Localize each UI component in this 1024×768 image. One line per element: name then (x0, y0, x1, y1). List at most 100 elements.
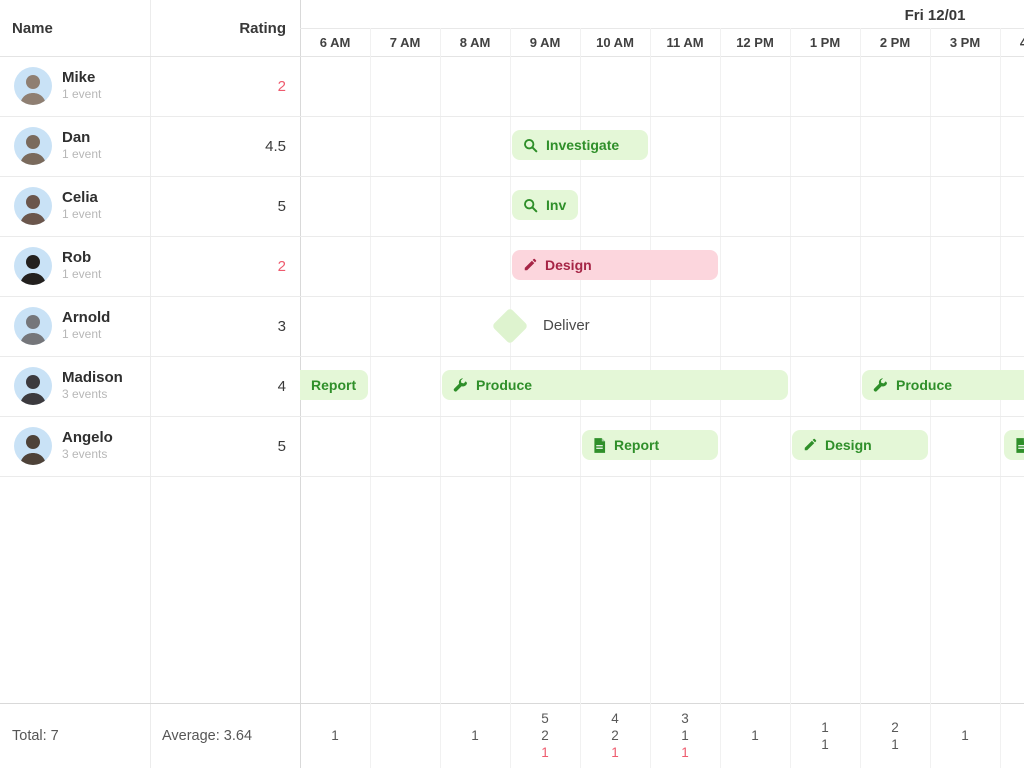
resource-cell: Mike 1 event (62, 69, 101, 102)
footer-top-border (0, 703, 1024, 704)
name-column-header: Name (12, 19, 53, 37)
row-separator (0, 476, 1024, 477)
hour-header-cell: 2 PM (879, 34, 911, 50)
rating-column-header: Rating (239, 19, 286, 37)
count-value: 2 (891, 719, 899, 735)
resource-cell: Arnold 1 event (62, 309, 110, 342)
event-bar[interactable]: Report (300, 370, 368, 400)
count-value: 1 (891, 736, 899, 752)
count-value: 1 (751, 728, 759, 743)
event-label: Inv (546, 197, 567, 213)
resource-rating: 2 (277, 258, 286, 275)
count-value: 4 (611, 711, 619, 726)
event-label: Produce (896, 377, 953, 393)
resource-event-count: 1 event (62, 87, 102, 101)
count-value: 1 (821, 736, 829, 752)
count-value: 1 (611, 745, 619, 760)
milestone-diamond[interactable] (491, 307, 529, 345)
name-rating-divider (150, 0, 151, 768)
hour-header-cell: 1 PM (809, 34, 841, 50)
count-value: 5 (541, 711, 549, 726)
footer-count-cell: 1 (720, 703, 790, 768)
row-separator (0, 176, 1024, 177)
count-value: 1 (471, 728, 479, 743)
hour-header-cell: 12 PM (736, 34, 774, 50)
event-bar[interactable]: Design (792, 430, 928, 460)
hour-grid-line (790, 28, 791, 768)
resource-name: Madison (62, 369, 123, 386)
pencil-icon (523, 258, 537, 272)
count-value: 2 (611, 728, 619, 743)
avatar (14, 127, 52, 165)
footer-count-cell: 1 (440, 703, 510, 768)
milestone-label: Deliver (543, 317, 590, 334)
resource-rating: 5 (277, 438, 286, 455)
hour-header-cell: 3 PM (949, 34, 981, 50)
footer-total: Total: 7 (12, 727, 59, 744)
avatar (14, 67, 52, 105)
event-label: Produce (476, 377, 533, 393)
avatar (14, 247, 52, 285)
resource-rating: 5 (277, 198, 286, 215)
footer-count-cell: 4 2 1 (580, 703, 650, 768)
resource-event-count: 1 event (62, 207, 102, 221)
footer-count-cell: 3 1 1 (650, 703, 720, 768)
row-separator (0, 296, 1024, 297)
footer-average: Average: 3.64 (162, 727, 253, 744)
search-icon (523, 138, 538, 153)
event-label: Report (614, 437, 660, 453)
file-icon (1015, 437, 1024, 453)
count-value: 1 (961, 728, 969, 743)
resource-cell: Dan 1 event (62, 129, 101, 162)
event-bar[interactable]: Inv (512, 190, 578, 220)
resource-cell: Angelo 3 events (62, 429, 113, 462)
hour-header-cell: 6 AM (319, 34, 351, 50)
event-label: Design (545, 257, 592, 273)
event-label: Design (825, 437, 872, 453)
resource-event-count: 1 event (62, 327, 102, 341)
resource-name: Celia (62, 189, 98, 206)
event-bar[interactable]: Produce (442, 370, 788, 400)
hour-header-cell: 8 AM (459, 34, 491, 50)
resource-rating: 4 (277, 378, 286, 395)
hour-header-cell: 4 PM (1019, 34, 1024, 50)
resource-name: Angelo (62, 429, 113, 446)
resource-event-count: 3 events (62, 447, 108, 461)
event-bar[interactable] (1004, 430, 1024, 460)
count-value: 1 (681, 745, 689, 760)
resource-event-count: 1 event (62, 147, 102, 161)
wrench-icon (453, 377, 468, 393)
event-label: Report (311, 377, 357, 393)
count-value: 2 (541, 728, 549, 743)
hour-header-cell: 10 AM (596, 34, 634, 50)
hour-header-cell: 9 AM (529, 34, 561, 50)
hour-header-cell: 7 AM (389, 34, 421, 50)
event-bar[interactable]: Report (582, 430, 718, 460)
row-separator (0, 116, 1024, 117)
row-separator (0, 356, 1024, 357)
resource-name: Dan (62, 129, 91, 146)
hour-grid-line (440, 28, 441, 768)
event-bar[interactable]: Design (512, 250, 718, 280)
event-bar[interactable]: Produce (862, 370, 1024, 400)
file-icon (593, 437, 606, 453)
count-value: 1 (821, 719, 829, 735)
hour-grid-line (370, 28, 371, 768)
pencil-icon (803, 438, 817, 452)
resource-cell: Celia 1 event (62, 189, 101, 222)
hour-grid-line (860, 28, 861, 768)
count-value: 1 (681, 728, 689, 743)
resource-name: Rob (62, 249, 92, 266)
header-bottom-border (0, 56, 1024, 57)
resource-rating: 3 (277, 318, 286, 335)
count-value: 1 (541, 745, 549, 760)
wrench-icon (873, 377, 888, 393)
resource-cell: Madison 3 events (62, 369, 123, 402)
row-separator (0, 416, 1024, 417)
resource-rating: 4.5 (265, 138, 286, 155)
count-value: 1 (331, 728, 339, 743)
event-label: Investigate (546, 137, 620, 153)
event-bar[interactable]: Investigate (512, 130, 648, 160)
